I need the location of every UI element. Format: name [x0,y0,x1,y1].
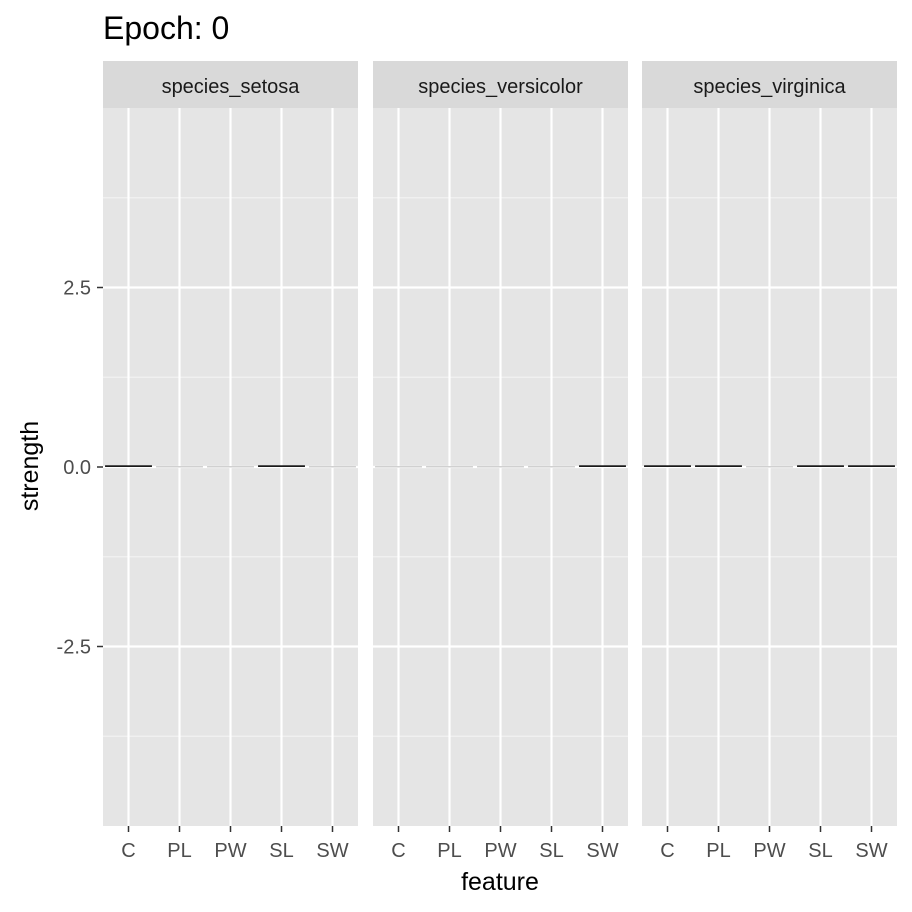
facet-species_versicolor: species_versicolor C PL PW SL SW [373,61,628,862]
bar-species_virginica-PL [695,465,742,468]
y-tick-label: 2.5 [63,278,91,300]
x-tick-label: SW [586,840,618,862]
x-tick-label: SL [269,840,293,862]
bar-species_virginica-C [644,465,691,468]
x-tick-label: SW [316,840,348,862]
bar-species_versicolor-SL [528,466,575,468]
y-tick-label: -2.5 [57,637,91,659]
facet-strip-label: species_setosa [162,76,301,98]
x-tick-label: SL [808,840,832,862]
x-tick-label: PL [706,840,730,862]
bar-species_virginica-PW [746,466,793,468]
facet-strip [373,61,628,108]
y-axis-title: strength [16,421,44,511]
x-tick-label: PW [214,840,246,862]
bar-species_virginica-SL [797,465,844,468]
facet-strip-label: species_versicolor [418,76,583,98]
bar-species_versicolor-SW [579,465,626,468]
x-tick-label: PW [484,840,516,862]
y-tick-label: 0.0 [63,457,91,479]
bar-species_setosa-SL [258,465,305,468]
x-tick-label: PL [167,840,191,862]
bar-species_versicolor-PW [477,466,524,468]
bar-species_versicolor-C [375,466,422,468]
x-tick-label: PW [753,840,785,862]
x-tick-label: C [660,840,674,862]
x-tick-label: C [121,840,135,862]
bar-species_setosa-C [105,465,152,468]
x-tick-label: SW [855,840,887,862]
facet-strip-label: species_virginica [693,76,846,98]
bar-species_versicolor-PL [426,466,473,468]
y-axis: -2.5 0.0 2.5 [57,278,103,659]
x-tick-label: SL [539,840,563,862]
chart-title: Epoch: 0 [103,10,229,46]
facet-species_setosa: species_setosa C PL PW SL SW [103,61,358,862]
x-tick-label: C [391,840,405,862]
bar-species_virginica-SW [848,465,895,468]
x-axis-title: feature [461,868,539,896]
facet-species_virginica: species_virginica C PL PW SL SW [642,61,897,862]
bar-species_setosa-PL [156,466,203,468]
bar-species_setosa-PW [207,466,254,468]
x-tick-label: PL [437,840,461,862]
facet-strip [642,61,897,108]
facet-strip [103,61,358,108]
bar-species_setosa-SW [309,466,356,468]
